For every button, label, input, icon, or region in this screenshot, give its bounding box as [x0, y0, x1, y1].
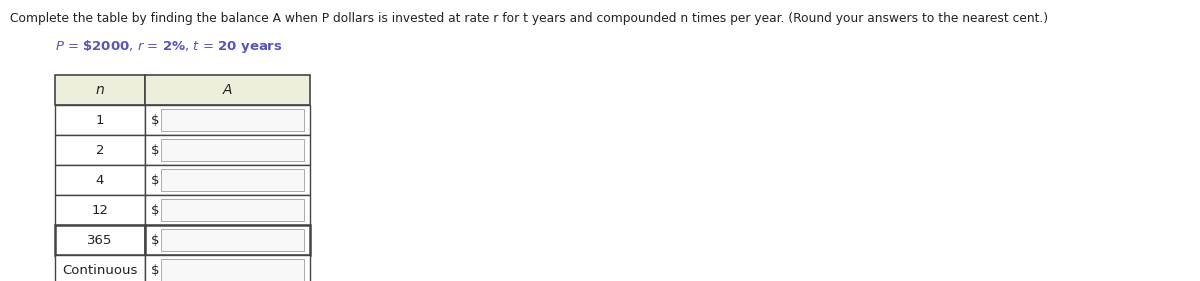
Text: $: $ [151, 264, 160, 277]
Bar [55, 255, 145, 281]
Bar [55, 75, 145, 105]
Text: 365: 365 [88, 234, 113, 246]
Text: 2: 2 [96, 144, 104, 157]
Bar [161, 139, 304, 161]
Text: $\it{A}$: $\it{A}$ [222, 83, 233, 97]
Text: Continuous: Continuous [62, 264, 138, 277]
Text: $\it{P}$ = $\mathbf{\$2000}$, $\it{r}$ = $\mathbf{2\%}$, $\it{t}$ = $\mathbf{20\: $\it{P}$ = $\mathbf{\$2000}$, $\it{r}$ =… [55, 38, 283, 55]
Text: $: $ [151, 114, 160, 126]
Text: 1: 1 [96, 114, 104, 126]
Bar [161, 259, 304, 281]
Text: 12: 12 [91, 203, 108, 216]
Bar [145, 225, 310, 255]
Bar [161, 109, 304, 131]
Text: $: $ [151, 203, 160, 216]
Text: $: $ [151, 234, 160, 246]
Text: $: $ [151, 144, 160, 157]
Bar [161, 199, 304, 221]
Bar [145, 105, 310, 135]
Bar [145, 195, 310, 225]
Bar [55, 195, 145, 225]
Text: Complete the table by finding the balance A when P dollars is invested at rate r: Complete the table by finding the balanc… [10, 12, 1048, 25]
Bar [55, 225, 145, 255]
Bar [55, 135, 145, 165]
Bar [161, 169, 304, 191]
Text: $\it{n}$: $\it{n}$ [95, 83, 104, 97]
Bar [161, 229, 304, 251]
Bar [145, 165, 310, 195]
Bar [145, 75, 310, 105]
Text: 4: 4 [96, 173, 104, 187]
Bar [55, 165, 145, 195]
Bar [145, 255, 310, 281]
Text: $: $ [151, 173, 160, 187]
Bar [55, 105, 145, 135]
Bar [145, 135, 310, 165]
